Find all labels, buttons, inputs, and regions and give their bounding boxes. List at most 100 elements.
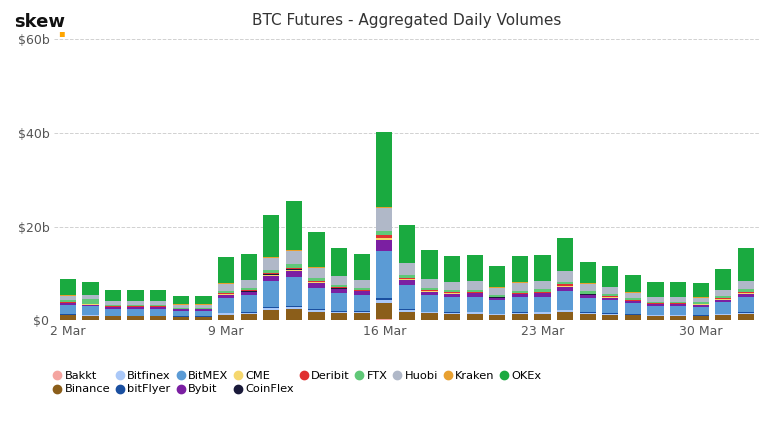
Bar [398, 225, 415, 263]
Bar [602, 288, 618, 294]
Bar [353, 280, 370, 288]
Bar [398, 263, 415, 275]
Bar [444, 292, 460, 293]
Bar [353, 295, 370, 311]
Bar [60, 314, 76, 315]
Bar [489, 295, 505, 297]
Bar [557, 287, 574, 291]
Bar [444, 297, 460, 312]
Bar [670, 306, 687, 315]
Bar [60, 279, 76, 295]
Bar [625, 314, 641, 315]
Bar [286, 250, 302, 251]
Text: skew: skew [14, 13, 65, 31]
Bar [127, 307, 144, 308]
Bar [263, 310, 279, 320]
Bar [218, 258, 234, 283]
Bar [738, 294, 754, 297]
Bar [150, 290, 167, 301]
Bar [693, 307, 709, 316]
Bar [263, 281, 279, 307]
Bar [444, 313, 460, 314]
Bar [670, 297, 687, 301]
Bar [444, 314, 460, 320]
Bar [444, 256, 460, 282]
Bar [557, 312, 574, 320]
Bar [715, 300, 732, 302]
Bar [534, 293, 550, 297]
Bar [580, 284, 596, 291]
Bar [557, 291, 574, 310]
Bar [557, 310, 574, 312]
Bar [715, 297, 732, 298]
Bar [331, 313, 347, 320]
Bar [308, 232, 325, 268]
Bar [218, 291, 234, 293]
Bar [422, 288, 438, 290]
Bar [580, 295, 596, 298]
Bar [715, 302, 732, 314]
Bar [512, 293, 528, 294]
Bar [150, 317, 167, 320]
Bar [218, 313, 234, 314]
Bar [240, 288, 257, 291]
Bar [534, 297, 550, 312]
Bar [670, 281, 687, 297]
Bar [195, 310, 212, 316]
Bar [195, 304, 212, 307]
Bar [60, 315, 76, 316]
Bar [308, 268, 325, 278]
Bar [286, 271, 302, 278]
Bar [263, 269, 279, 273]
Bar [398, 285, 415, 309]
Bar [82, 315, 98, 316]
Bar [580, 312, 596, 313]
Bar [173, 310, 189, 316]
Bar [467, 281, 483, 290]
Bar [670, 301, 687, 303]
Bar [150, 301, 167, 304]
Bar [127, 306, 144, 307]
Bar [308, 278, 325, 281]
Bar [602, 314, 618, 320]
Bar [693, 305, 709, 307]
Bar [512, 314, 528, 320]
Bar [376, 303, 392, 319]
Title: BTC Futures - Aggregated Daily Volumes: BTC Futures - Aggregated Daily Volumes [252, 13, 562, 28]
Bar [693, 317, 709, 320]
Bar [263, 276, 279, 281]
Bar [444, 294, 460, 297]
Bar [127, 304, 144, 306]
Bar [286, 270, 302, 271]
Bar [512, 283, 528, 291]
Bar [286, 278, 302, 306]
Bar [467, 294, 483, 297]
Bar [195, 307, 212, 309]
Bar [647, 304, 663, 306]
Bar [218, 284, 234, 291]
Bar [331, 248, 347, 276]
Bar [602, 313, 618, 314]
Bar [286, 268, 302, 269]
Bar [105, 290, 121, 301]
Bar [602, 294, 618, 297]
Bar [308, 283, 325, 288]
Bar [670, 304, 687, 306]
Bar [715, 314, 732, 315]
Bar [82, 316, 98, 320]
Bar [82, 304, 98, 305]
Bar [602, 301, 618, 313]
Bar [331, 287, 347, 288]
Bar [738, 312, 754, 313]
Bar [512, 313, 528, 314]
Bar [105, 304, 121, 306]
Bar [422, 312, 438, 313]
Bar [738, 292, 754, 293]
Bar [105, 301, 121, 304]
Bar [308, 288, 325, 309]
Bar [625, 301, 641, 304]
Bar [105, 316, 121, 317]
Bar [263, 215, 279, 257]
Bar [331, 311, 347, 313]
Bar [127, 290, 144, 301]
